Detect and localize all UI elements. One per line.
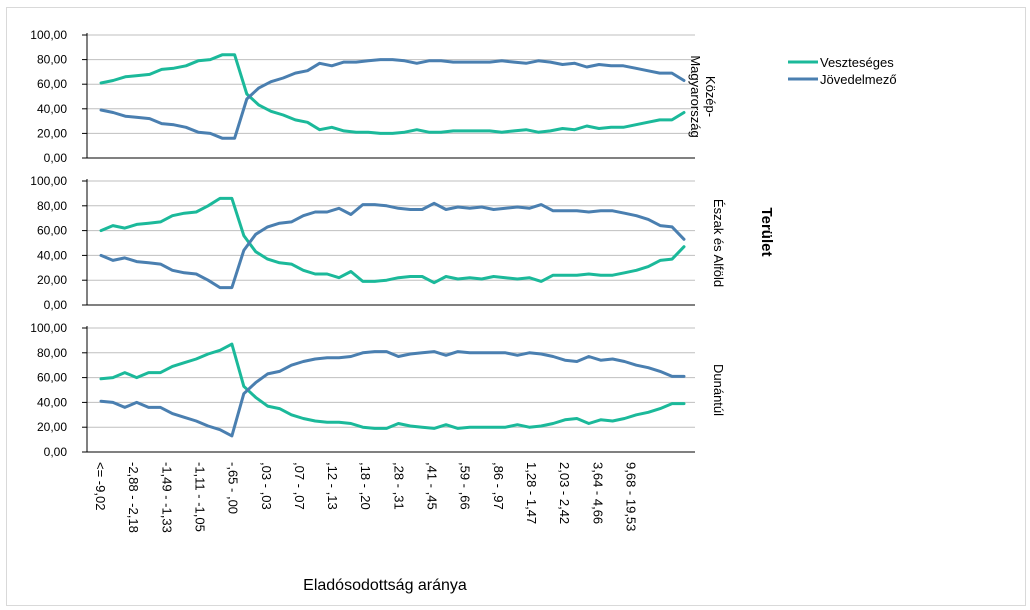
x-tick-label: -1,49 - -1,33 (159, 462, 174, 533)
x-tick-label: -1,11 - -1,05 (192, 462, 207, 532)
x-tick-label: ,12 - ,13 (325, 462, 340, 510)
panel-3: 0,00 20,00 40,00 60,00 80,00 100,00 Dunántúl (30, 321, 726, 459)
x-axis-label: Eladósodottság aránya (303, 577, 467, 594)
x-tick-label: ,41 - ,45 (425, 462, 440, 510)
panel-1: 0,00 20,00 40,00 60,00 80,00 100,00 Közép-Magy… (30, 28, 718, 165)
x-tick-label: -,65 - ,00 (226, 462, 241, 514)
y-tick-label: 20,00 (37, 420, 67, 434)
panel-2: 0,00 20,00 40,00 60,00 80,00 100,00 Észak és A… (30, 174, 726, 312)
y-tick-label: 40,00 (37, 102, 67, 116)
chart-frame (6, 7, 1026, 606)
x-tick-label: ,59 - ,66 (458, 462, 473, 510)
y-tick-label: 0,00 (44, 151, 68, 165)
y-tick-label: 100,00 (30, 321, 67, 335)
y-tick-label: 60,00 (37, 224, 67, 238)
y-tick-label: 40,00 (37, 395, 67, 409)
y-tick-label: 60,00 (37, 77, 67, 91)
y-tick-label: 0,00 (44, 445, 68, 459)
x-tick-label: ,07 - ,07 (292, 462, 307, 510)
series-line-jövedelmező (99, 201, 686, 290)
panel-label: Dunántúl (711, 364, 726, 416)
y-tick-label: 60,00 (37, 371, 67, 385)
legend-label: Veszteséges (820, 55, 894, 70)
panel-label: Észak és Alföld (711, 199, 726, 287)
x-tick-label: 2,03 - 2,42 (557, 462, 572, 524)
x-tick-labels: <= -9,02 -2,88 - -2,18 -1,49 - -1,33 -1,11 … (93, 462, 638, 533)
y-tick-label: 20,00 (37, 273, 67, 287)
x-tick-label: 3,64 - 4,66 (590, 462, 605, 524)
y-tick-label: 80,00 (37, 346, 67, 360)
x-tick-label: ,28 - ,31 (391, 462, 406, 510)
y-tick-label: 80,00 (37, 53, 67, 67)
panel-label: Közép-Magyarország (688, 55, 718, 137)
y-tick-label: 40,00 (37, 248, 67, 262)
x-tick-label: ,03 - ,03 (259, 462, 274, 510)
x-tick-label: 9,68 - 19,53 (623, 462, 638, 531)
series-line-veszteséges (99, 196, 686, 285)
x-tick-label: 1,28 - 1,47 (524, 462, 539, 524)
y-tick-label: 100,00 (30, 28, 67, 42)
facet-title: Terület (758, 208, 775, 257)
legend: Veszteséges Jövedelmező (788, 55, 897, 87)
y-tick-label: 80,00 (37, 199, 67, 213)
x-tick-label: <= -9,02 (93, 462, 108, 510)
series-line-veszteséges (99, 342, 686, 430)
x-tick-label: ,86 - ,97 (491, 462, 506, 510)
series-line-jövedelmező (99, 350, 686, 438)
y-tick-label: 20,00 (37, 126, 67, 140)
series-line-veszteséges (99, 53, 686, 135)
x-tick-label: -2,88 - -2,18 (126, 462, 141, 533)
y-tick-label: 100,00 (30, 174, 67, 188)
x-tick-label: ,18 - ,20 (358, 462, 373, 510)
y-tick-label: 0,00 (44, 298, 68, 312)
series-line-jövedelmező (99, 58, 686, 140)
legend-label: Jövedelmező (820, 72, 897, 87)
facet-panels: 0,00 20,00 40,00 60,00 80,00 100,00 Közép-Magy… (30, 28, 726, 459)
